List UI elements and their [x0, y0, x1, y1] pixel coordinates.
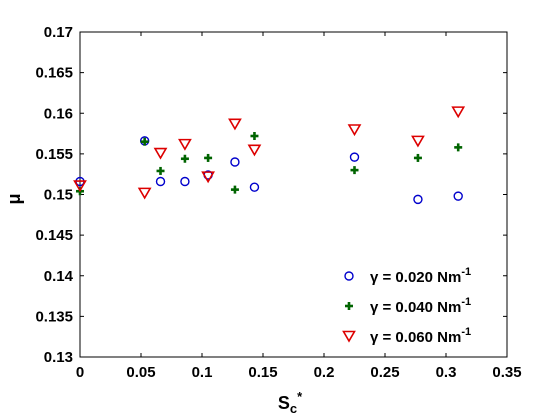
data-point-series-1 — [413, 194, 423, 205]
x-tick-label: 0.25 — [370, 364, 399, 381]
y-tick-label: 0.14 — [44, 268, 74, 285]
data-point-series-3 — [201, 171, 215, 184]
x-tick-label: 0.05 — [126, 364, 155, 381]
data-point-series-3 — [137, 187, 152, 200]
y-tick-label: 0.13 — [44, 349, 73, 366]
data-point-series-3 — [228, 118, 242, 131]
x-tick-label: 0.3 — [436, 364, 457, 381]
y-tick-label: 0.145 — [35, 227, 73, 244]
legend-label-series-2: γ = 0.040 Nm-1 — [370, 296, 471, 316]
plot-area — [79, 31, 508, 358]
data-point-series-2 — [250, 132, 259, 140]
x-axis-label-subscript: c — [290, 401, 297, 416]
data-markers — [73, 106, 466, 205]
legend-label-main: γ = 0.040 Nm — [370, 299, 461, 316]
y-tick-label: 0.15 — [44, 187, 73, 204]
y-tick-label: 0.135 — [35, 308, 73, 325]
legend-label-superscript: -1 — [461, 326, 471, 338]
data-point-series-3 — [347, 124, 362, 137]
y-axis-label: μ — [4, 193, 24, 204]
x-tick-label: 0.2 — [314, 364, 335, 381]
x-axis-label-superscript: * — [297, 389, 303, 404]
legend-marker-series-3 — [342, 330, 356, 343]
data-point-series-1 — [230, 157, 240, 167]
data-point-series-3 — [411, 135, 425, 148]
data-point-series-2 — [204, 153, 213, 162]
legend-label-series-3: γ = 0.060 Nm-1 — [370, 326, 471, 346]
data-point-series-3 — [73, 180, 87, 193]
data-point-series-3 — [247, 144, 262, 157]
legend-label-series-1: γ = 0.020 Nm-1 — [370, 266, 471, 286]
data-point-series-1 — [180, 176, 190, 187]
data-point-series-2 — [350, 166, 359, 175]
data-point-series-3 — [178, 138, 192, 151]
data-point-series-1 — [453, 191, 463, 201]
x-axis-label: Sc* — [278, 389, 303, 416]
legend-marker-series-1 — [344, 271, 354, 281]
x-tick-label: 0 — [76, 364, 84, 381]
legend-label-main: γ = 0.020 Nm — [370, 269, 461, 286]
data-point-series-3 — [153, 147, 168, 160]
y-tick-label: 0.165 — [35, 65, 73, 82]
y-tick-label: 0.155 — [35, 146, 73, 163]
x-axis-label-main: S — [278, 393, 290, 413]
legend-label-superscript: -1 — [461, 266, 471, 278]
x-tick-label: 0.35 — [492, 364, 521, 381]
y-axis-ticks: 0.13 0.135 0.14 0.145 0.15 0.155 0.16 0.165 0.17 — [35, 24, 507, 366]
data-point-series-1 — [349, 152, 360, 162]
legend-marker-series-2 — [345, 302, 353, 310]
x-tick-label: 0.1 — [192, 364, 213, 381]
data-point-series-2 — [180, 154, 189, 163]
data-point-series-2 — [454, 143, 463, 152]
y-tick-label: 0.16 — [44, 105, 73, 122]
x-tick-label: 0.15 — [248, 364, 277, 381]
x-axis-ticks: 0 0.05 0.1 0.15 0.2 0.25 0.3 0.35 — [76, 32, 522, 381]
data-point-series-2 — [156, 166, 165, 175]
data-point-series-3 — [451, 106, 466, 119]
data-point-series-2 — [413, 153, 422, 162]
legend: γ = 0.020 Nm-1γ = 0.040 Nm-1γ = 0.060 Nm… — [342, 266, 471, 346]
data-point-series-1 — [155, 176, 166, 187]
legend-label-superscript: -1 — [461, 296, 471, 308]
data-point-series-2 — [230, 185, 239, 194]
data-point-series-1 — [249, 182, 260, 192]
data-point-series-2 — [140, 137, 149, 146]
legend-label-main: γ = 0.060 Nm — [370, 329, 461, 346]
y-tick-label: 0.17 — [44, 24, 73, 41]
